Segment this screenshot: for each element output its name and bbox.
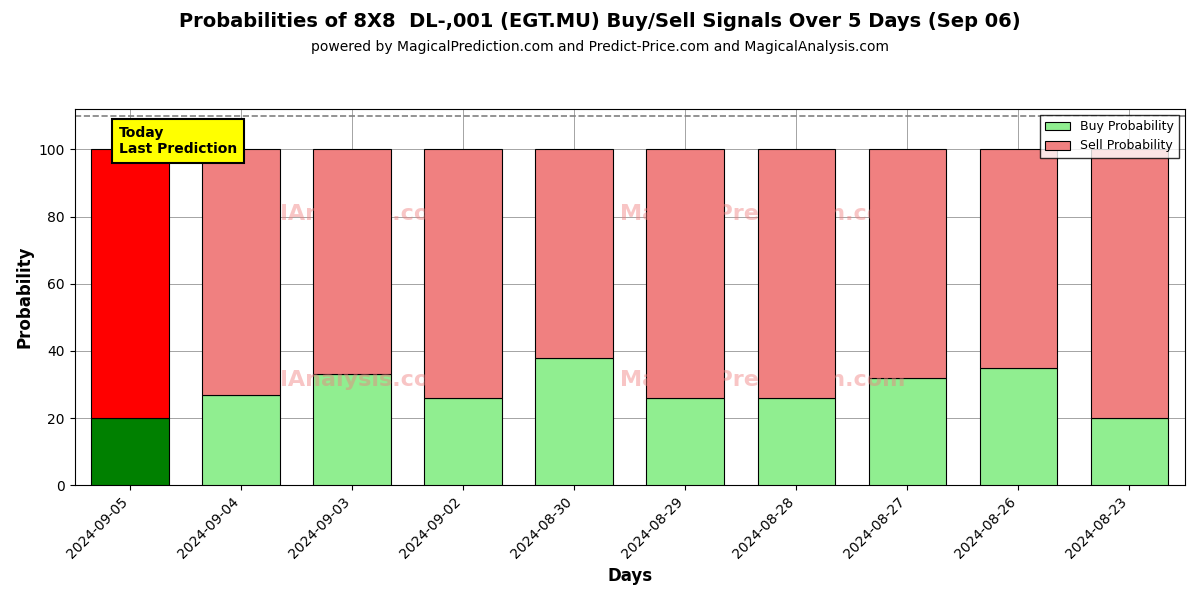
Text: Today
Last Prediction: Today Last Prediction: [119, 126, 238, 156]
Text: calAnalysis.com: calAnalysis.com: [252, 370, 452, 390]
Bar: [535, 149, 613, 358]
Bar: [203, 149, 280, 395]
Bar: [425, 149, 502, 398]
Bar: [313, 374, 391, 485]
Bar: [979, 149, 1057, 368]
Bar: [425, 398, 502, 485]
Text: MagicalPrediction.com: MagicalPrediction.com: [620, 205, 906, 224]
Bar: [869, 149, 947, 378]
Bar: [869, 378, 947, 485]
Text: calAnalysis.com: calAnalysis.com: [252, 205, 452, 224]
Text: MagicalPrediction.com: MagicalPrediction.com: [620, 370, 906, 390]
Bar: [203, 395, 280, 485]
Bar: [535, 358, 613, 485]
Text: Probabilities of 8X8  DL-,001 (EGT.MU) Buy/Sell Signals Over 5 Days (Sep 06): Probabilities of 8X8 DL-,001 (EGT.MU) Bu…: [179, 12, 1021, 31]
Bar: [757, 398, 835, 485]
Text: powered by MagicalPrediction.com and Predict-Price.com and MagicalAnalysis.com: powered by MagicalPrediction.com and Pre…: [311, 40, 889, 54]
Bar: [1091, 418, 1169, 485]
Bar: [647, 149, 725, 398]
X-axis label: Days: Days: [607, 567, 653, 585]
Bar: [647, 398, 725, 485]
Bar: [313, 149, 391, 374]
Bar: [979, 368, 1057, 485]
Bar: [91, 418, 169, 485]
Bar: [757, 149, 835, 398]
Legend: Buy Probability, Sell Probability: Buy Probability, Sell Probability: [1040, 115, 1178, 157]
Bar: [91, 149, 169, 418]
Y-axis label: Probability: Probability: [16, 246, 34, 349]
Bar: [1091, 149, 1169, 418]
